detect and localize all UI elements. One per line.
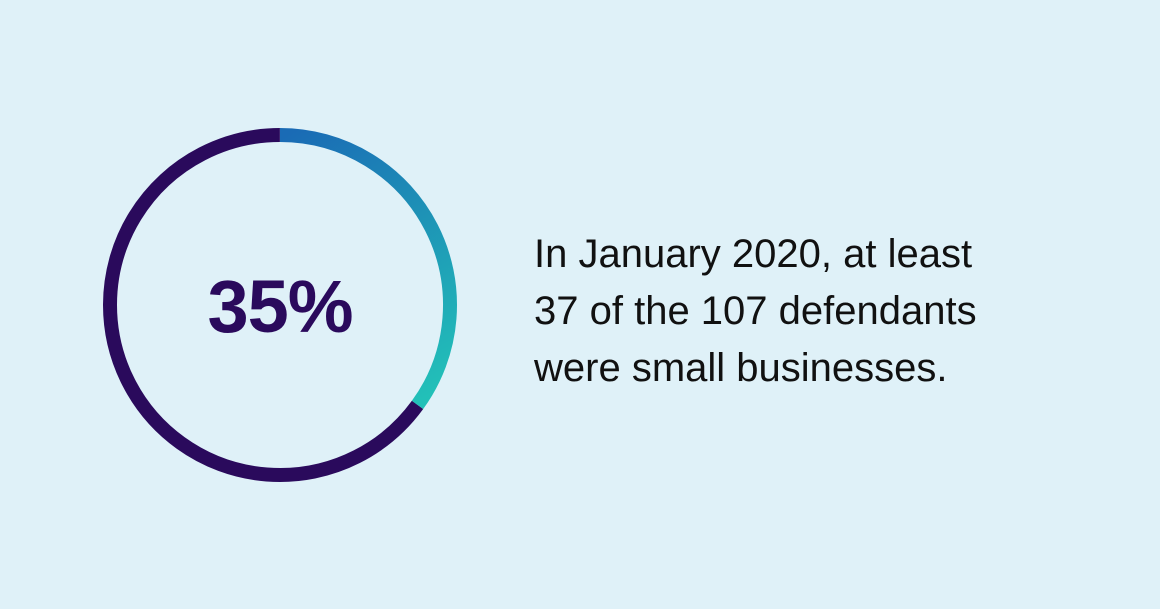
donut-svg [103,128,457,482]
caption-text: In January 2020, at least 37 of the 107 … [534,226,1054,397]
caption-line-1: In January 2020, at least [534,232,973,276]
caption-line-2: 37 of the 107 defendants [534,289,977,333]
donut-value-label: 35% [207,264,353,348]
donut-highlight-arc [279,128,457,410]
donut-chart: 35% [100,125,460,485]
caption-line-3: were small businesses. [534,346,948,390]
donut-remainder-arc [103,128,424,482]
